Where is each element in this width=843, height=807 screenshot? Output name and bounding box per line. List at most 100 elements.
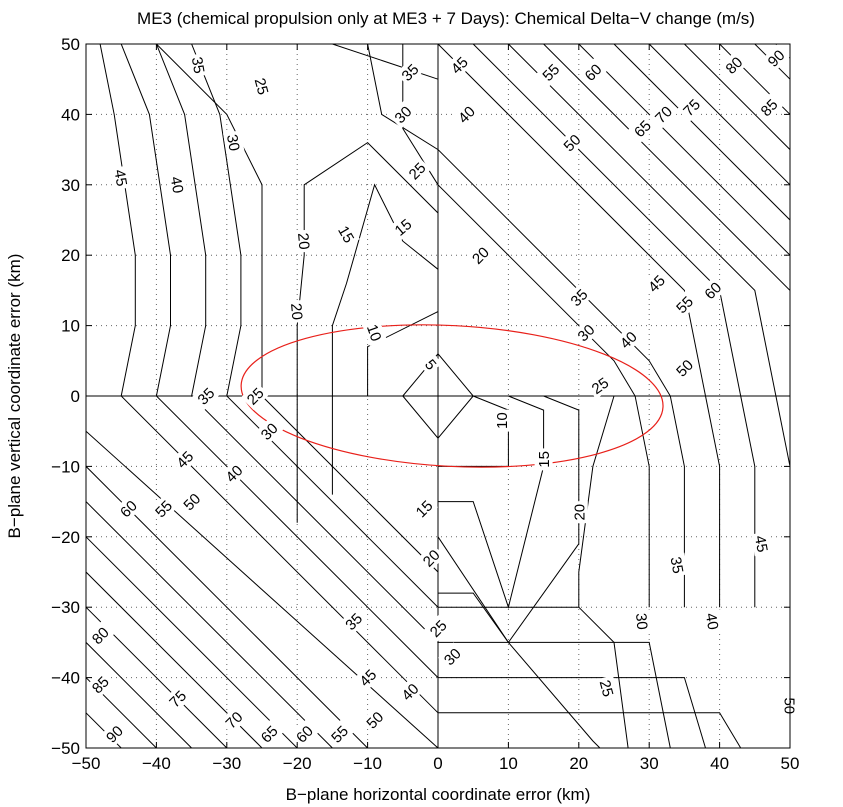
contour-label: 10 [494,412,511,429]
x-tick-label: 30 [640,754,659,773]
y-tick-label: 50 [61,35,80,54]
contour-label-group: 15 [333,220,360,248]
contour-label: 30 [632,612,650,630]
contour-label-group: 35 [565,283,594,312]
contour-label-group: 80 [86,621,115,650]
contour-label: 60 [293,723,317,747]
contour-label-group: 50 [177,487,206,516]
contour-label: 90 [103,723,127,747]
contour-line-55 [544,44,790,290]
contour-label-group: 30 [255,417,284,446]
x-tick-label: 10 [499,754,518,773]
y-tick-label: 0 [71,387,80,406]
contour-label-group: 55 [325,720,354,749]
y-tick-label: −30 [51,598,80,617]
contour-label: 55 [539,61,563,85]
contour-label-group: 50 [360,706,389,735]
contour-label: 35 [568,286,592,310]
contour-label-group: 20 [417,544,446,573]
contour-label: 55 [328,723,352,747]
contour-label-group: 90 [762,44,791,73]
contour-label-group: 60 [290,720,319,749]
contour-label: 35 [667,555,687,574]
contour-label-group: 50 [670,354,699,383]
contour-label: 25 [427,617,451,641]
x-tick-label: −10 [353,754,382,773]
x-tick-label: 50 [781,754,800,773]
contour-label-group: 20 [466,241,495,270]
contour-label: 65 [631,117,655,141]
contour-label: 35 [342,610,366,634]
contour-label-group: 55 [670,290,699,319]
contour-label: 40 [455,103,479,127]
contour-label: 25 [244,385,268,409]
contour-label-group: 65 [255,720,284,749]
contour-label: 50 [673,357,697,381]
contour-label: 20 [420,547,444,571]
contour-label: 70 [652,103,676,127]
contour-label: 80 [722,54,746,78]
contour-label-group: 55 [536,58,565,87]
x-tick-label: −40 [142,754,171,773]
contour-label: 35 [188,56,208,75]
contour-label: 45 [645,272,669,296]
contour-line-60 [579,44,790,255]
contour-line-60 [86,502,332,748]
contour-label-group: 40 [452,100,481,129]
contour-label-group: 75 [677,93,706,122]
contour-label: 30 [258,420,282,444]
contour-label-group: 40 [166,172,188,197]
contour-label: 45 [356,666,380,690]
y-tick-label: 20 [61,246,80,265]
contour-label-group: 40 [396,678,425,707]
contour-label: 15 [536,451,553,468]
y-axis-label: B−plane vertical coordinate error (km) [5,254,24,539]
contour-label: 40 [167,175,187,194]
contour-label-group: 30 [223,130,245,155]
contour-label-group: 45 [110,165,132,190]
contour-label: 30 [441,645,465,669]
contour-label: 20 [469,244,493,268]
contour-label-group: 20 [287,300,307,324]
contour-label: 40 [399,680,423,704]
x-axis-label: B−plane horizontal coordinate error (km) [286,785,591,804]
x-tick-label: 0 [433,754,442,773]
contour-label-group: 30 [389,100,418,129]
y-tick-label: −20 [51,528,80,547]
contour-label: 15 [392,216,416,240]
x-tick-label: −30 [212,754,241,773]
contour-label-group: 25 [595,675,619,701]
contour-label-group: 10 [492,410,511,432]
contour-label-group: 25 [586,372,615,400]
contour-label: 55 [152,497,176,521]
contour-label: 30 [223,133,243,152]
contour-label: 90 [765,47,789,71]
contour-label-group: 45 [642,269,671,298]
contour-label-group: 35 [396,58,425,87]
contour-label-group: 20 [570,501,589,523]
contour-label: 50 [180,490,204,514]
contour-label: 20 [571,504,588,521]
y-tick-label: 40 [61,105,80,124]
contour-label-group: 60 [698,276,727,305]
contour-label: 60 [582,61,606,85]
y-tick-label: 30 [61,176,80,195]
contour-label: 20 [294,232,312,250]
contour-label-group: 60 [579,58,608,87]
contour-label-group: 25 [403,157,432,186]
contour-label-group: 25 [241,382,270,411]
contour-label-group: 35 [187,53,209,78]
contour-label-group: 20 [294,229,314,253]
contour-label: 85 [89,673,113,697]
contour-label-group: 45 [353,663,382,692]
contour-label-group: 90 [100,720,129,749]
contour-label-group: 25 [424,614,453,643]
contour-label-group: 40 [701,609,723,634]
y-tick-label: −10 [51,457,80,476]
contour-label-group: 30 [632,610,652,634]
axis-ticks: −50 −40 −30 −20 −10 0 10 20 30 40 50−50−40−30−20−1… [51,35,799,773]
contour-label: 25 [589,374,612,397]
x-tick-label: 40 [710,754,729,773]
y-tick-label: 10 [61,317,80,336]
